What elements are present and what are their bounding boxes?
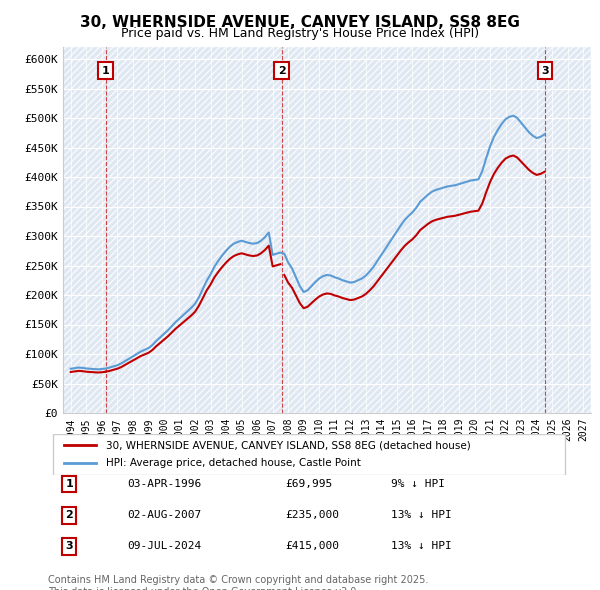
Text: 3: 3 [541,66,548,76]
Bar [63,30,591,59]
Bar [63,88,591,118]
Text: Price paid vs. HM Land Registry's House Price Index (HPI): Price paid vs. HM Land Registry's House … [121,27,479,40]
Bar [63,354,591,384]
Bar [63,295,591,324]
Text: 30, WHERNSIDE AVENUE, CANVEY ISLAND, SS8 8EG: 30, WHERNSIDE AVENUE, CANVEY ISLAND, SS8… [80,15,520,30]
Bar [63,118,591,148]
Text: HPI: Average price, detached house, Castle Point: HPI: Average price, detached house, Cast… [106,458,361,468]
Bar [63,266,591,295]
Text: 2: 2 [278,66,286,76]
Text: 3: 3 [65,541,73,551]
Bar [63,236,591,266]
Text: 30, WHERNSIDE AVENUE, CANVEY ISLAND, SS8 8EG (detached house): 30, WHERNSIDE AVENUE, CANVEY ISLAND, SS8… [106,440,471,450]
Bar [63,384,591,413]
Text: £235,000: £235,000 [286,510,340,520]
Bar [63,59,591,88]
Text: 02-AUG-2007: 02-AUG-2007 [127,510,202,520]
Text: 1: 1 [102,66,110,76]
Text: 13% ↓ HPI: 13% ↓ HPI [391,541,452,551]
Bar [63,0,591,30]
Text: 09-JUL-2024: 09-JUL-2024 [127,541,202,551]
Text: 13% ↓ HPI: 13% ↓ HPI [391,510,452,520]
Text: £415,000: £415,000 [286,541,340,551]
Text: Contains HM Land Registry data © Crown copyright and database right 2025.
This d: Contains HM Land Registry data © Crown c… [48,575,428,590]
Bar [63,324,591,354]
Text: 03-APR-1996: 03-APR-1996 [127,479,202,489]
FancyBboxPatch shape [53,434,565,475]
Bar [63,148,591,177]
Text: 1: 1 [65,479,73,489]
Text: £69,995: £69,995 [286,479,333,489]
Text: 2: 2 [65,510,73,520]
Bar [63,206,591,236]
Text: 9% ↓ HPI: 9% ↓ HPI [391,479,445,489]
Bar [63,177,591,206]
